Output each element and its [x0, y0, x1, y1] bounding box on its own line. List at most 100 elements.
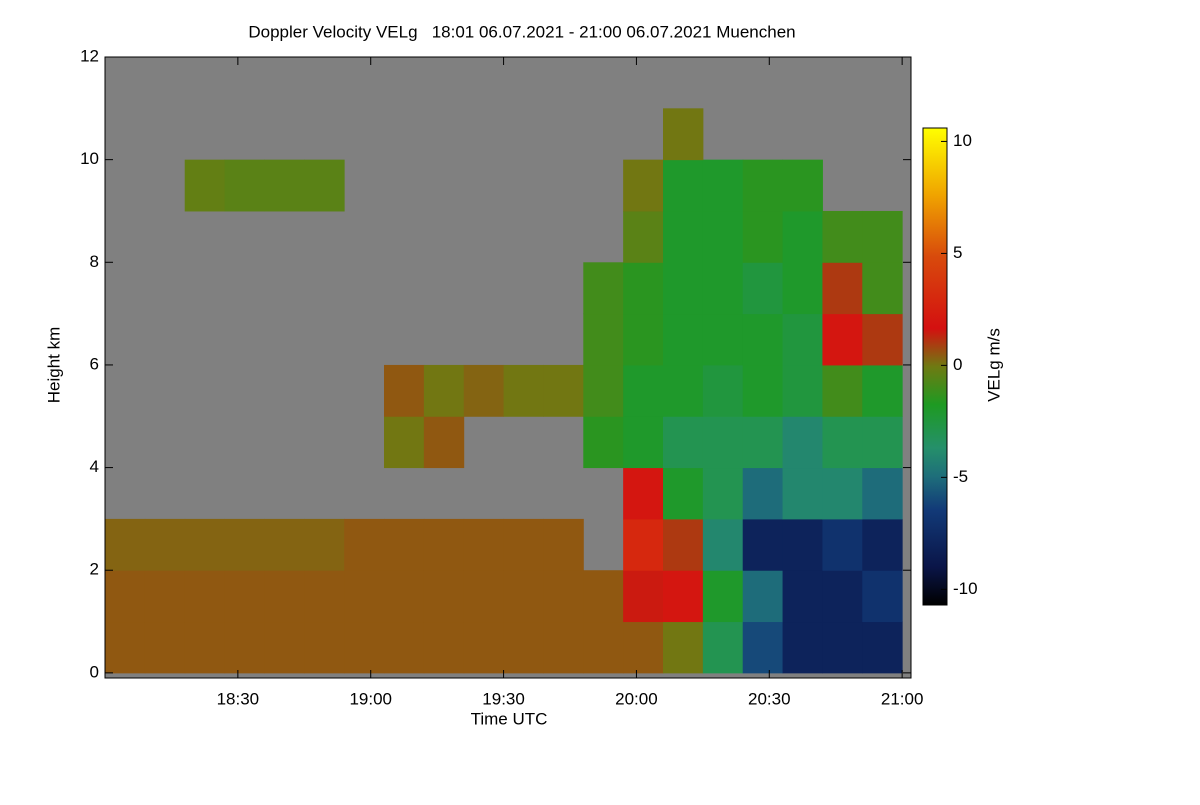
- heatmap-cell: [304, 518, 345, 571]
- heatmap-cell: [782, 621, 823, 674]
- heatmap-cell: [184, 159, 226, 212]
- heatmap-cell: [144, 570, 186, 623]
- heatmap-cell: [782, 159, 823, 212]
- heatmap-cell: [663, 621, 704, 674]
- heatmap-cell: [623, 159, 664, 212]
- heatmap-cell: [144, 518, 186, 571]
- heatmap-cell: [742, 364, 784, 417]
- heatmap-cell: [423, 621, 465, 674]
- x-tick-label: 21:00: [881, 689, 924, 708]
- heatmap-cell: [543, 570, 584, 623]
- heatmap-cell: [623, 621, 664, 674]
- heatmap-cell: [782, 570, 823, 623]
- heatmap-cell: [304, 570, 345, 623]
- heatmap-cell: [782, 518, 823, 571]
- heatmap-cell: [782, 467, 823, 520]
- heatmap-cell: [663, 108, 704, 161]
- heatmap-cell: [304, 621, 345, 674]
- heatmap-cell: [782, 416, 823, 469]
- x-tick-label: 19:00: [349, 689, 392, 708]
- heatmap-cell: [862, 210, 903, 263]
- heatmap-cell: [423, 570, 465, 623]
- heatmap-cell: [782, 313, 823, 366]
- heatmap-cell: [822, 416, 863, 469]
- colorbar-tick-label: 0: [953, 355, 962, 374]
- heatmap-cell: [862, 313, 903, 366]
- heatmap-cell: [663, 210, 704, 263]
- heatmap-cell: [184, 570, 226, 623]
- heatmap-cell: [384, 416, 425, 469]
- heatmap-cell: [384, 621, 425, 674]
- heatmap-cell: [344, 570, 385, 623]
- heatmap-cell: [463, 621, 505, 674]
- colorbar-tick-label: -5: [953, 467, 968, 486]
- heatmap-cell: [822, 467, 863, 520]
- heatmap-cell: [742, 262, 784, 315]
- heatmap-cell: [264, 570, 305, 623]
- heatmap-cell: [742, 416, 784, 469]
- heatmap-cell: [702, 159, 744, 212]
- heatmap-cell: [663, 570, 704, 623]
- colorbar: [922, 127, 948, 606]
- heatmap-cell: [822, 364, 863, 417]
- heatmap-cell: [384, 518, 425, 571]
- heatmap-cell: [702, 416, 744, 469]
- heatmap-cell: [583, 262, 624, 315]
- heatmap-cell: [822, 518, 863, 571]
- heatmap-cell: [702, 262, 744, 315]
- heatmap-cell: [862, 364, 903, 417]
- heatmap-cell: [144, 621, 186, 674]
- heatmap-cell: [702, 518, 744, 571]
- heatmap-cell: [663, 467, 704, 520]
- heatmap-cell: [822, 262, 863, 315]
- heatmap-cell: [583, 364, 624, 417]
- y-axis-title: Height km: [44, 327, 63, 404]
- heatmap-cell: [463, 364, 505, 417]
- heatmap-cell: [264, 518, 305, 571]
- x-tick-label: 20:30: [748, 689, 791, 708]
- colorbar-tick-label: -10: [953, 579, 978, 598]
- heatmap-cell: [543, 518, 584, 571]
- y-tick-label: 6: [90, 354, 99, 373]
- heatmap-cell: [543, 621, 584, 674]
- heatmap-cell: [623, 210, 664, 263]
- heatmap-cell: [663, 518, 704, 571]
- heatmap-cell: [423, 518, 465, 571]
- heatmap-cell: [742, 570, 784, 623]
- heatmap-cell: [663, 159, 704, 212]
- heatmap-cell: [702, 210, 744, 263]
- heatmap-cell: [822, 210, 863, 263]
- heatmap-cell: [224, 159, 265, 212]
- heatmap-cell: [583, 416, 624, 469]
- heatmap-cell: [344, 518, 385, 571]
- heatmap-cell: [702, 313, 744, 366]
- heatmap-cell: [702, 467, 744, 520]
- heatmap-cell: [663, 313, 704, 366]
- heatmap-cell: [862, 518, 903, 571]
- heatmap-cell: [224, 518, 265, 571]
- y-tick-label: 8: [90, 252, 99, 271]
- x-tick-label: 18:30: [217, 689, 260, 708]
- heatmap-cell: [862, 570, 903, 623]
- heatmap-cell: [583, 570, 624, 623]
- heatmap-cell: [742, 159, 784, 212]
- heatmap-cell: [105, 518, 146, 571]
- colorbar-tick-label: 10: [953, 131, 972, 150]
- heatmap-cell: [503, 518, 544, 571]
- heatmap-cell: [782, 262, 823, 315]
- heatmap-cell: [862, 416, 903, 469]
- colorbar-tick-label: 5: [953, 243, 962, 262]
- plot-frame: [104, 56, 912, 679]
- heatmap-cell: [623, 518, 664, 571]
- heatmap-cell: [583, 313, 624, 366]
- heatmap-cell: [384, 570, 425, 623]
- heatmap-cell: [623, 262, 664, 315]
- heatmap-cell: [702, 570, 744, 623]
- heatmap-cell: [623, 364, 664, 417]
- y-tick-label: 12: [80, 46, 99, 65]
- heatmap-cell: [224, 570, 265, 623]
- chart-title: Doppler Velocity VELg 18:01 06.07.2021 -…: [248, 22, 795, 41]
- heatmap-cell: [822, 621, 863, 674]
- heatmap-cell: [742, 210, 784, 263]
